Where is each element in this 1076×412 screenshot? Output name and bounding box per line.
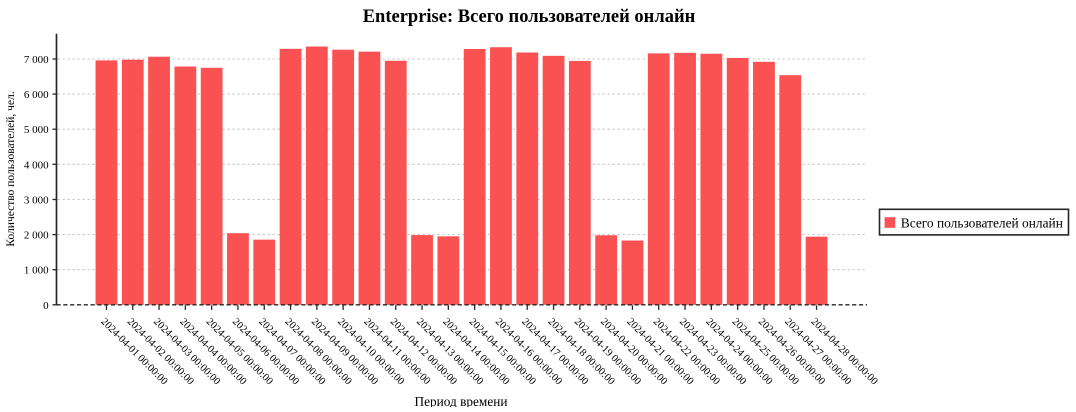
svg-text:Количество пользователей, чел.: Количество пользователей, чел. (5, 91, 17, 246)
svg-text:0: 0 (43, 300, 49, 312)
svg-text:6 000: 6 000 (24, 89, 49, 101)
svg-text:Всего пользователей онлайн: Всего пользователей онлайн (901, 216, 1063, 231)
svg-text:5 000: 5 000 (24, 124, 49, 136)
svg-text:Период времени: Период времени (414, 394, 507, 407)
svg-text:4 000: 4 000 (24, 159, 49, 171)
svg-text:Enterprise: Всего пользователе: Enterprise: Всего пользователей онлайн (363, 7, 696, 27)
svg-text:7 000: 7 000 (24, 54, 49, 66)
svg-text:3 000: 3 000 (24, 195, 49, 207)
svg-text:1 000: 1 000 (24, 265, 49, 277)
svg-text:2 000: 2 000 (24, 230, 49, 242)
